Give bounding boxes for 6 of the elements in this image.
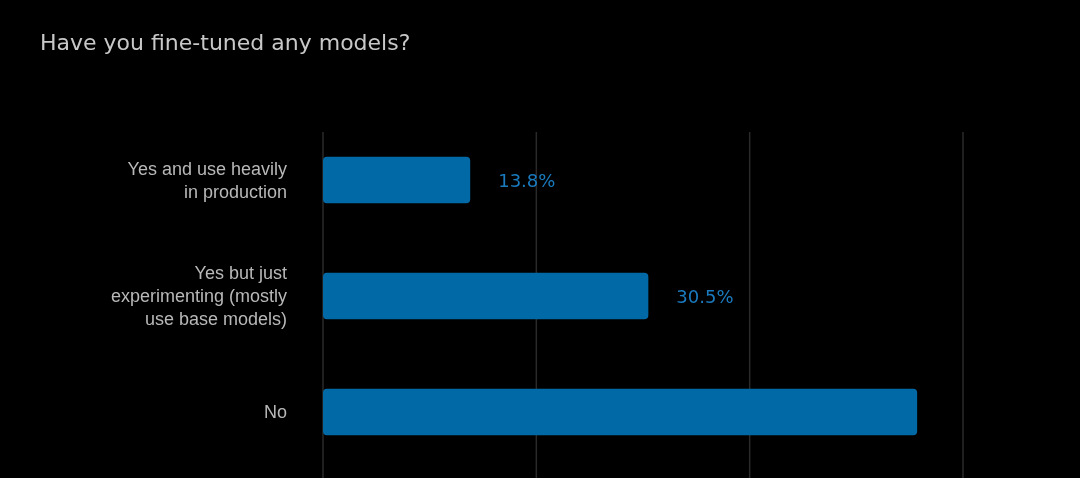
y-tick-label: No bbox=[263, 402, 287, 422]
data-label: 13.8% bbox=[498, 170, 556, 191]
y-tick-label: Yes but just experimenting (mostly use base models) bbox=[110, 263, 287, 329]
chart-title: Have you fine-tuned any models? bbox=[40, 30, 411, 55]
data-label: 30.5% bbox=[676, 286, 734, 307]
y-tick-label: Yes and use heavily in production bbox=[127, 158, 287, 202]
